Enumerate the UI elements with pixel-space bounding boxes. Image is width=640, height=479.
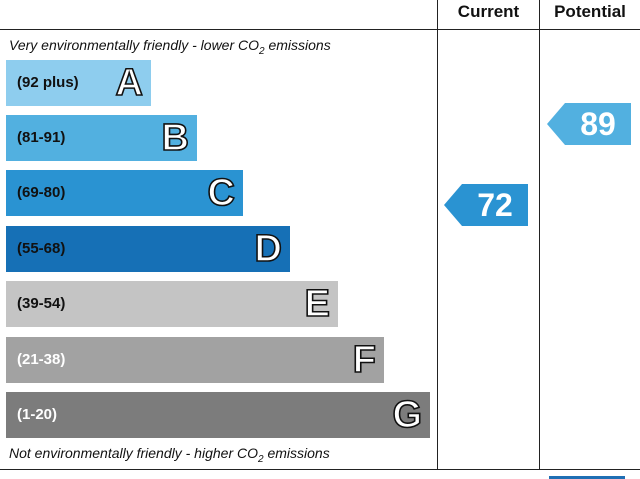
bottom-note-text: Not environmentally friendly - higher CO [9, 445, 258, 461]
bottom-tab-edge [549, 476, 625, 479]
band-e: (39-54) E [6, 281, 338, 327]
potential-rating-value: 89 [580, 106, 616, 142]
current-rating-arrow: 72 [444, 184, 528, 226]
band-range-label: (1-20) [17, 406, 58, 423]
bottom-note: Not environmentally friendly - higher CO… [9, 445, 330, 465]
divider-left [437, 0, 438, 470]
current-arrow-shape [444, 184, 528, 226]
top-note: Very environmentally friendly - lower CO… [9, 37, 331, 57]
band-range-label: (55-68) [17, 240, 66, 257]
potential-rating-arrow: 89 [547, 103, 631, 145]
band-letter: A [115, 61, 144, 105]
band-letter: E [304, 282, 331, 326]
band-letter: B [161, 116, 190, 160]
divider-right [539, 0, 540, 470]
band-range-label: (81-91) [17, 129, 66, 146]
potential-arrow-shape [547, 103, 631, 145]
band-letter: D [254, 227, 283, 271]
top-note-subscript: 2 [259, 45, 265, 57]
current-rating-value: 72 [477, 187, 513, 223]
top-note-text: Very environmentally friendly - lower CO [9, 37, 260, 53]
column-current-header: Current [457, 2, 520, 21]
band-f: (21-38) F [6, 337, 384, 383]
band-range-label: (21-38) [17, 351, 66, 368]
band-range-label: (39-54) [17, 295, 66, 312]
band-a: (92 plus) A [6, 60, 151, 106]
band-b: (81-91) B [6, 115, 197, 161]
bottom-note-tail: emissions [263, 445, 330, 461]
band-d: (55-68) D [6, 226, 290, 272]
band-c: (69-80) C [6, 170, 243, 216]
band-letter: G [392, 393, 423, 437]
top-note-tail: emissions [264, 37, 331, 53]
band-range-label: (92 plus) [17, 74, 79, 91]
band-letter: F [352, 338, 377, 382]
header-divider [0, 29, 640, 30]
column-potential-header: Potential [554, 2, 626, 21]
bottom-note-subscript: 2 [258, 453, 264, 465]
footer-divider [0, 469, 640, 470]
band-g: (1-20) G [6, 392, 430, 438]
band-letter: C [207, 171, 236, 215]
band-range-label: (69-80) [17, 184, 66, 201]
